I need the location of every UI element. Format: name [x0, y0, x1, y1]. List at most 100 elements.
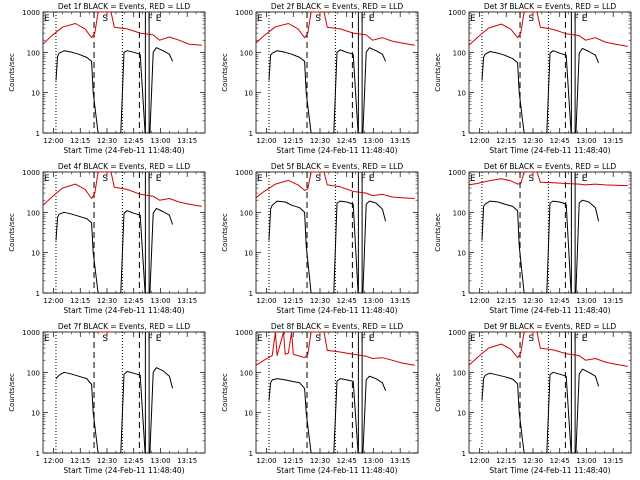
marker-label-s: S	[528, 14, 534, 24]
x-tick-label: 12:00	[43, 137, 63, 145]
x-tick-label: 13:15	[603, 457, 623, 465]
x-axis-label: Start Time (24-Feb-11 11:48:40)	[489, 466, 610, 475]
marker-label-f: F	[574, 14, 579, 24]
x-tick-label: 12:15	[70, 297, 90, 305]
marker-label-e: E	[582, 14, 588, 24]
y-tick-label: 1000	[22, 169, 40, 177]
x-axis-label: Start Time (24-Feb-11 11:48:40)	[63, 306, 184, 315]
x-tick-label: 13:15	[177, 457, 197, 465]
marker-label-e: E	[257, 174, 263, 184]
events-series-line	[268, 47, 387, 134]
y-tick-label: 10	[244, 250, 253, 258]
panel-title: Det 3f BLACK = Events, RED = LLD	[484, 2, 617, 11]
y-axis-label: Counts/sec	[221, 53, 229, 92]
x-tick-label: 12:45	[337, 137, 357, 145]
marker-label-f: F	[361, 334, 366, 344]
x-axis-label: Start Time (24-Feb-11 11:48:40)	[63, 146, 184, 155]
panel-title: Det 9f BLACK = Events, RED = LLD	[484, 322, 617, 331]
x-tick-label: 12:30	[310, 457, 330, 465]
y-axis-label: Counts/sec	[434, 373, 442, 412]
x-tick-label: 12:00	[469, 457, 489, 465]
marker-label-e: E	[156, 14, 162, 24]
x-axis-label: Start Time (24-Feb-11 11:48:40)	[276, 146, 397, 155]
y-tick-label: 10	[31, 410, 40, 418]
y-tick-label: 10	[244, 90, 253, 98]
y-tick-label: 100	[240, 369, 253, 377]
events-series-line	[55, 207, 174, 294]
marker-label-e: E	[582, 174, 588, 184]
y-tick-label: 1000	[22, 9, 40, 17]
marker-label-s: S	[528, 174, 534, 184]
lld-series-line	[255, 171, 415, 199]
x-tick-label: 12:45	[550, 297, 570, 305]
x-axis-label: Start Time (24-Feb-11 11:48:40)	[276, 306, 397, 315]
y-tick-label: 1	[249, 290, 253, 298]
marker-label-s: S	[315, 174, 321, 184]
x-tick-label: 12:00	[256, 297, 276, 305]
x-tick-label: 12:45	[124, 297, 144, 305]
marker-label-f: F	[574, 334, 579, 344]
y-tick-label: 1	[36, 450, 40, 458]
plot-frame	[255, 171, 419, 294]
x-tick-label: 12:45	[337, 297, 357, 305]
y-tick-label: 100	[27, 49, 40, 57]
marker-label-s: S	[315, 14, 321, 24]
panel-title: Det 7f BLACK = Events, RED = LLD	[58, 322, 191, 331]
x-tick-label: 12:30	[523, 457, 543, 465]
marker-label-e: E	[44, 14, 50, 24]
events-series-line	[55, 367, 174, 454]
plot-frame	[42, 331, 206, 454]
marker-label-s: S	[315, 334, 321, 344]
x-tick-label: 12:30	[97, 137, 117, 145]
x-tick-label: 12:15	[283, 297, 303, 305]
events-series-line	[55, 47, 174, 134]
marker-label-f: F	[148, 14, 153, 24]
panel-title: Det 5f BLACK = Events, RED = LLD	[271, 162, 404, 171]
marker-label-e: E	[257, 334, 263, 344]
marker-label-s: S	[102, 14, 108, 24]
x-tick-label: 12:45	[550, 137, 570, 145]
marker-label-e: E	[156, 334, 162, 344]
x-axis-label: Start Time (24-Feb-11 11:48:40)	[276, 466, 397, 475]
detector-panel-5: Det 5f BLACK = Events, RED = LLD 1 10 100 10…	[221, 162, 419, 315]
marker-label-e: E	[156, 174, 162, 184]
x-tick-label: 12:30	[97, 457, 117, 465]
x-axis-label: Start Time (24-Feb-11 11:48:40)	[489, 146, 610, 155]
x-tick-label: 13:15	[177, 297, 197, 305]
y-tick-label: 1	[249, 450, 253, 458]
marker-label-f: F	[574, 174, 579, 184]
x-tick-label: 12:00	[43, 297, 63, 305]
y-axis-label: Counts/sec	[8, 213, 16, 252]
y-tick-label: 10	[31, 90, 40, 98]
y-tick-label: 10	[457, 250, 466, 258]
y-tick-label: 1000	[448, 9, 466, 17]
marker-label-s: S	[528, 334, 534, 344]
y-tick-label: 1	[462, 290, 466, 298]
y-tick-label: 1000	[448, 169, 466, 177]
detector-panel-7: Det 7f BLACK = Events, RED = LLD 1 10 100 10…	[8, 322, 206, 475]
lld-series-line	[42, 11, 202, 46]
y-axis-label: Counts/sec	[221, 373, 229, 412]
y-tick-label: 100	[453, 209, 466, 217]
y-axis-label: Counts/sec	[221, 213, 229, 252]
x-tick-label: 13:00	[363, 297, 383, 305]
x-tick-label: 13:15	[603, 297, 623, 305]
lld-series-line	[255, 11, 415, 46]
panel-title: Det 8f BLACK = Events, RED = LLD	[271, 322, 404, 331]
marker-label-f: F	[361, 174, 366, 184]
x-tick-label: 12:00	[469, 137, 489, 145]
x-tick-label: 13:15	[390, 297, 410, 305]
plot-frame	[255, 11, 419, 134]
lld-series-line	[468, 171, 628, 187]
x-tick-label: 12:15	[496, 297, 516, 305]
y-tick-label: 10	[31, 250, 40, 258]
y-tick-label: 1	[462, 130, 466, 138]
panel-title: Det 1f BLACK = Events, RED = LLD	[58, 2, 191, 11]
marker-label-s: S	[102, 334, 108, 344]
x-tick-label: 12:45	[337, 457, 357, 465]
x-tick-label: 12:00	[256, 457, 276, 465]
x-tick-label: 12:30	[310, 137, 330, 145]
plot-frame	[468, 331, 632, 454]
y-tick-label: 1000	[235, 169, 253, 177]
